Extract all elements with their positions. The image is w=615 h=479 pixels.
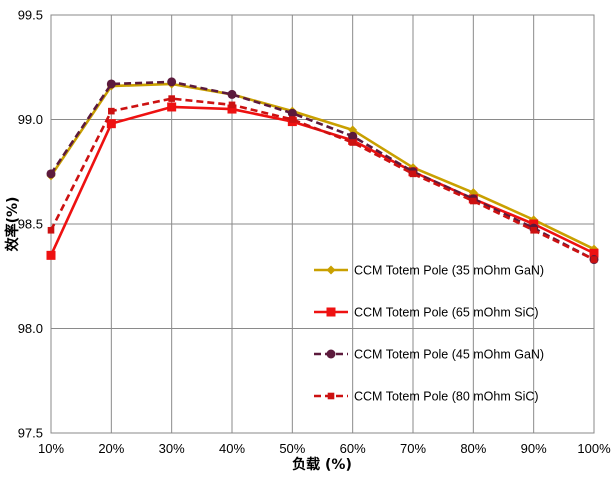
legend: CCM Totem Pole (35 mOhm GaN) CCM Totem Po… — [314, 264, 544, 404]
legend-item: CCM Totem Pole (35 mOhm GaN) — [314, 264, 544, 278]
data-point — [326, 349, 336, 359]
x-tick-label: 50% — [279, 441, 305, 456]
x-tick-label: 30% — [159, 441, 185, 456]
x-tick-label: 80% — [460, 441, 486, 456]
series-layer — [46, 77, 599, 265]
data-point — [348, 125, 358, 135]
y-tick-label: 97.5 — [18, 426, 43, 441]
data-point — [326, 265, 336, 275]
x-tick-label: 90% — [521, 441, 547, 456]
data-point — [47, 226, 55, 234]
legend-label: CCM Totem Pole (80 mOhm SiC) — [354, 390, 539, 404]
data-point — [348, 131, 358, 141]
x-tick-label: 40% — [219, 441, 245, 456]
data-point — [106, 79, 116, 89]
x-tick-label: 100% — [577, 441, 611, 456]
data-point — [590, 256, 598, 263]
x-tick-label: 20% — [98, 441, 124, 456]
data-point — [108, 107, 115, 115]
x-tick-labels: 10% 20% 30% 40% 50% 60% 70% 80% 90% 100% — [38, 441, 611, 456]
series-line — [49, 80, 595, 261]
data-point — [530, 226, 537, 234]
data-point — [349, 139, 356, 146]
data-point — [470, 197, 477, 205]
data-point — [167, 102, 177, 112]
y-tick-label: 99.5 — [18, 8, 43, 23]
y-tick-label: 99.0 — [18, 112, 43, 127]
y-axis-title: 效率(%) — [4, 197, 21, 252]
data-point — [287, 108, 297, 118]
data-point — [409, 170, 417, 178]
data-point — [327, 392, 335, 400]
x-tick-label: 10% — [38, 441, 64, 456]
y-tick-label: 98.0 — [18, 321, 43, 336]
data-point — [228, 101, 236, 109]
series-line — [49, 97, 595, 261]
y-tick-label: 98.5 — [18, 217, 43, 232]
data-point — [289, 116, 296, 123]
legend-item: CCM Totem Pole (65 mOhm SiC) — [314, 306, 539, 320]
series-3 — [46, 77, 599, 265]
plot-border — [50, 14, 595, 434]
legend-item: CCM Totem Pole (45 mOhm GaN) — [314, 348, 544, 362]
data-point — [326, 307, 336, 317]
x-tick-label: 60% — [340, 441, 366, 456]
data-point — [46, 250, 56, 260]
legend-label: CCM Totem Pole (35 mOhm GaN) — [354, 264, 544, 278]
data-point — [106, 119, 116, 129]
data-point — [167, 77, 177, 87]
series-line — [49, 105, 595, 256]
legend-label: CCM Totem Pole (45 mOhm GaN) — [354, 348, 544, 362]
x-tick-label: 70% — [400, 441, 426, 456]
data-point — [589, 248, 599, 258]
series-line — [49, 82, 595, 251]
data-point — [227, 89, 237, 99]
legend-item: CCM Totem Pole (80 mOhm SiC) — [314, 390, 539, 404]
data-point — [46, 169, 56, 179]
data-point — [168, 95, 175, 102]
y-tick-labels: 97.5 98.0 98.5 99.0 99.5 — [18, 8, 43, 441]
series-4 — [47, 95, 598, 263]
legend-label: CCM Totem Pole (65 mOhm SiC) — [354, 306, 539, 320]
data-point — [227, 104, 237, 114]
x-axis-title: 负载 (%) — [292, 456, 352, 473]
